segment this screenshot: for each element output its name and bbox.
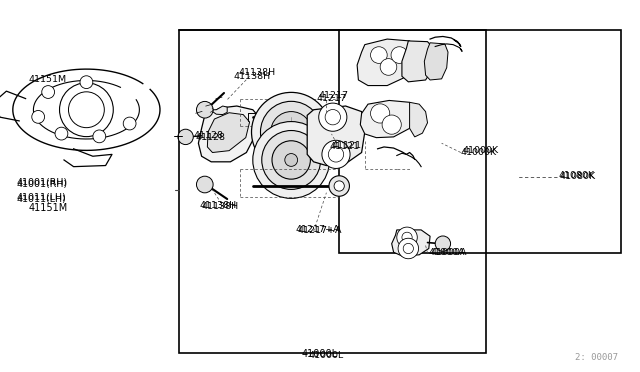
Polygon shape <box>360 100 415 138</box>
Circle shape <box>435 236 451 251</box>
Text: 41121: 41121 <box>332 141 362 150</box>
Circle shape <box>55 127 68 140</box>
Circle shape <box>253 122 330 198</box>
Circle shape <box>328 147 344 162</box>
Circle shape <box>397 227 417 248</box>
Text: 41000A: 41000A <box>430 248 467 257</box>
Text: 41000K: 41000K <box>462 146 498 155</box>
Circle shape <box>271 112 312 153</box>
Polygon shape <box>207 113 250 153</box>
Text: 41080K: 41080K <box>559 171 595 180</box>
Circle shape <box>402 232 412 243</box>
Circle shape <box>334 112 344 122</box>
Circle shape <box>124 117 136 130</box>
Circle shape <box>329 176 349 196</box>
Circle shape <box>334 181 344 191</box>
Polygon shape <box>357 39 416 86</box>
Text: 41138H: 41138H <box>200 201 237 210</box>
Text: 41128: 41128 <box>193 131 223 140</box>
Circle shape <box>319 103 347 131</box>
Text: 41138H: 41138H <box>202 202 239 211</box>
Circle shape <box>391 47 408 63</box>
Text: 41121: 41121 <box>330 142 360 151</box>
Circle shape <box>178 129 193 145</box>
Circle shape <box>93 130 106 143</box>
Polygon shape <box>212 106 227 115</box>
Circle shape <box>42 86 54 99</box>
Text: 41000A: 41000A <box>429 248 465 257</box>
Circle shape <box>252 92 331 172</box>
Text: 41000L: 41000L <box>308 351 344 360</box>
Text: 41138H: 41138H <box>238 68 275 77</box>
Text: 41001(RH): 41001(RH) <box>16 180 67 189</box>
Text: 41138H: 41138H <box>234 72 271 81</box>
Text: 41000K: 41000K <box>461 148 497 157</box>
Circle shape <box>262 131 321 189</box>
Circle shape <box>80 76 93 89</box>
Text: 41011(LH): 41011(LH) <box>16 195 66 203</box>
Text: 41128: 41128 <box>195 133 225 142</box>
Circle shape <box>285 154 298 166</box>
Text: 41001(RH): 41001(RH) <box>16 178 67 187</box>
Circle shape <box>285 126 298 138</box>
Text: 41217: 41217 <box>319 92 349 100</box>
Circle shape <box>196 102 213 118</box>
Circle shape <box>403 243 413 254</box>
Polygon shape <box>392 230 430 256</box>
Circle shape <box>398 238 419 259</box>
Text: 41217+A: 41217+A <box>296 225 340 234</box>
Circle shape <box>329 107 349 128</box>
Circle shape <box>260 101 322 163</box>
Text: 41000L: 41000L <box>302 349 338 359</box>
Bar <box>179 30 486 353</box>
Text: 41080K: 41080K <box>560 172 596 181</box>
Polygon shape <box>307 106 365 166</box>
Circle shape <box>32 110 45 123</box>
Circle shape <box>322 140 350 169</box>
Circle shape <box>371 47 387 63</box>
Polygon shape <box>198 106 259 162</box>
Text: 41011(LH): 41011(LH) <box>16 193 66 202</box>
Polygon shape <box>410 102 428 137</box>
Text: 41217+A: 41217+A <box>298 226 342 235</box>
Text: 2: 00007: 2: 00007 <box>575 353 618 362</box>
Bar <box>339 30 621 253</box>
Text: 41151M: 41151M <box>28 203 67 213</box>
Circle shape <box>196 176 213 193</box>
Circle shape <box>272 141 310 179</box>
Circle shape <box>380 59 397 75</box>
Circle shape <box>371 104 390 123</box>
Circle shape <box>325 109 340 125</box>
Text: 41151M: 41151M <box>29 76 67 84</box>
Circle shape <box>68 92 104 128</box>
Circle shape <box>382 115 401 134</box>
Polygon shape <box>424 43 448 80</box>
Circle shape <box>60 83 113 137</box>
Text: 41217: 41217 <box>317 94 347 103</box>
Polygon shape <box>402 41 435 82</box>
